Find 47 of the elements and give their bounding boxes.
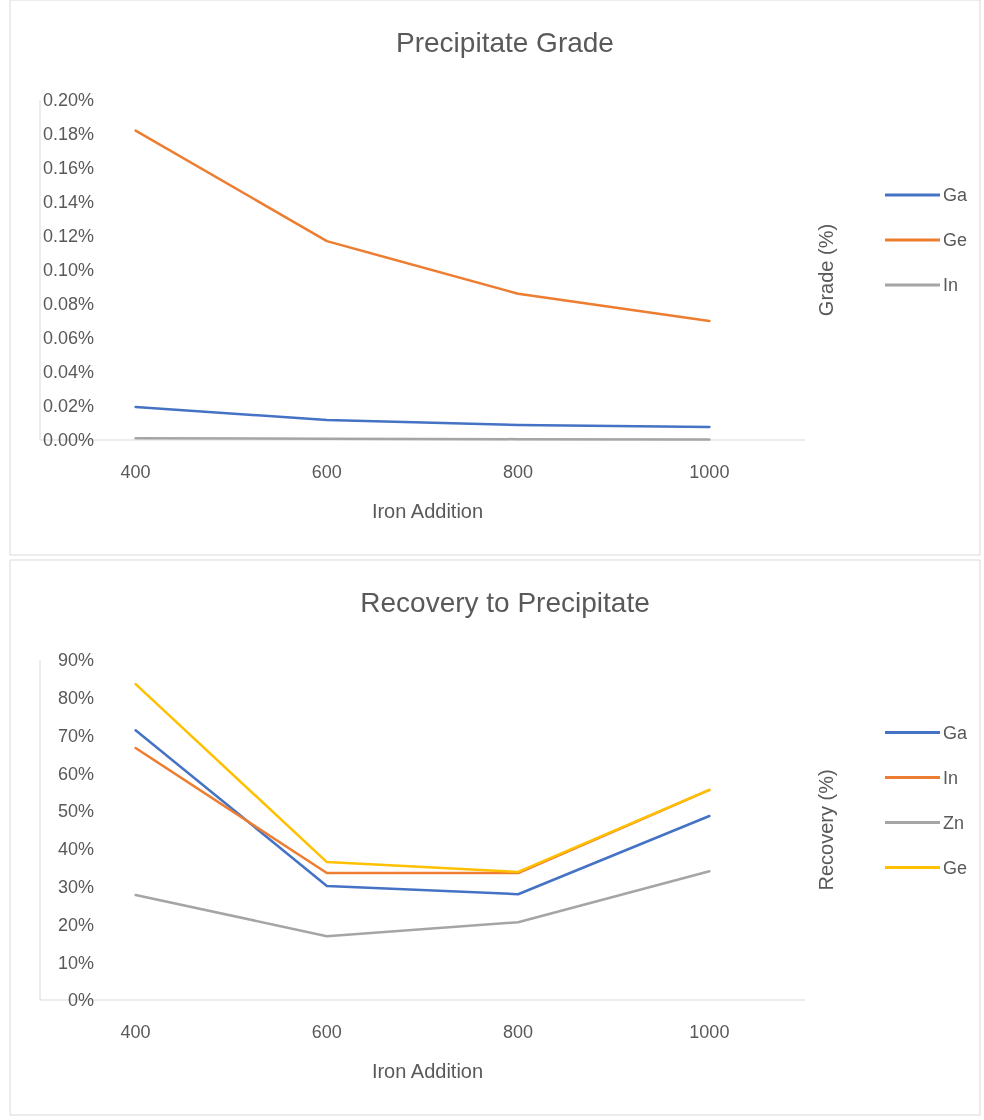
- y-tick-label: 0.18%: [42, 124, 94, 145]
- y-tick-label: 20%: [57, 914, 94, 935]
- y-tick-label: 0.08%: [42, 294, 94, 315]
- y-tick-label: 30%: [57, 876, 94, 897]
- x-tick-label: 400: [120, 462, 151, 482]
- chart-title: Precipitate Grade: [396, 27, 614, 58]
- legend-label: In: [943, 275, 959, 296]
- y-tick-label: 0.12%: [42, 226, 94, 247]
- y-tick-label: 70%: [57, 725, 94, 746]
- y-axis-title: Grade (%): [815, 223, 837, 317]
- y-tick-label: 10%: [57, 952, 94, 973]
- y-axis-title: Recovery (%): [815, 769, 837, 891]
- y-tick-label: 0.14%: [42, 192, 94, 213]
- line-series: [134, 405, 711, 429]
- legend-label: In: [943, 767, 959, 788]
- x-tick-label: 600: [311, 1022, 342, 1042]
- legend-label: Ge: [943, 230, 968, 251]
- y-tick-label: 0.20%: [42, 90, 94, 111]
- y-tick-label: 0.06%: [42, 328, 94, 349]
- y-tick-label: 0.10%: [42, 260, 94, 281]
- line-series: [134, 682, 711, 874]
- y-tick-label: 0.02%: [42, 396, 94, 417]
- x-tick-label: 400: [120, 1022, 151, 1042]
- chart-title: Recovery to Precipitate: [360, 587, 650, 618]
- y-tick-label: 0.16%: [42, 158, 94, 179]
- x-tick-label: 600: [311, 462, 342, 482]
- x-tick-label: 800: [503, 1022, 534, 1042]
- line-series: [134, 869, 711, 938]
- line-series: [134, 729, 711, 896]
- legend-label: Ga: [943, 185, 968, 206]
- x-axis-title: Iron Addition: [371, 1060, 484, 1082]
- y-tick-label: 0.04%: [42, 362, 94, 383]
- legend-label: Zn: [943, 812, 965, 833]
- x-tick-label: 1000: [689, 1022, 730, 1042]
- x-tick-label: 800: [503, 462, 534, 482]
- line-series: [134, 129, 711, 323]
- legend-label: Ge: [943, 857, 968, 878]
- y-tick-label: 80%: [57, 688, 94, 709]
- y-tick-label: 50%: [57, 801, 94, 822]
- y-tick-label: 90%: [57, 650, 94, 671]
- y-tick-label: 60%: [57, 763, 94, 784]
- legend-label: Ga: [943, 722, 968, 743]
- y-tick-label: 0.00%: [42, 430, 94, 451]
- y-tick-label: 0%: [67, 990, 94, 1011]
- y-tick-label: 40%: [57, 839, 94, 860]
- x-tick-label: 1000: [689, 462, 730, 482]
- x-axis-title: Iron Addition: [371, 500, 484, 522]
